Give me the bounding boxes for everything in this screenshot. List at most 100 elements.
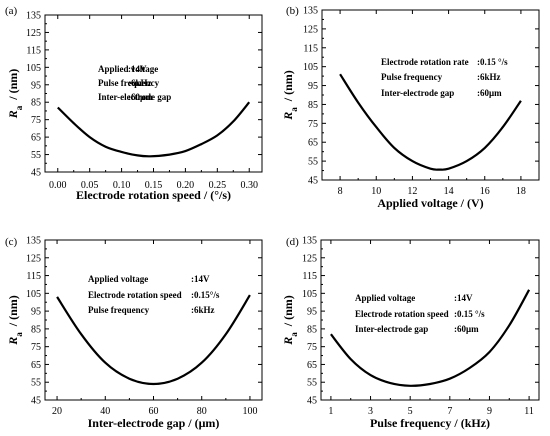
y-tick-label: 65 (31, 133, 41, 144)
annotation-value: :6kHz (128, 78, 152, 88)
annotation-value: :6kHz (191, 305, 215, 315)
y-tick-label: 115 (303, 43, 318, 54)
y-tick-label: 125 (26, 28, 41, 39)
x-tick-label: 0.05 (81, 180, 99, 191)
y-tick-label: 75 (308, 119, 318, 130)
x-axis-title: Electrode rotation speed / (°/s) (76, 188, 231, 202)
y-tick-label: 75 (31, 115, 41, 126)
y-tick-label: 45 (31, 168, 41, 179)
annotation-label: Electrode rotation rate (381, 57, 469, 67)
y-tick-label: 125 (302, 253, 317, 264)
chart-panel-3: (c) 45 55 65 75 85 95 105 115 125 135 20 40 60 80 100 In… (5, 236, 263, 430)
y-tick-label: 105 (26, 289, 41, 300)
annotation-label: Inter-electrode gap (355, 324, 428, 334)
y-axis-title: Ra/ (nm) (6, 69, 24, 120)
y-tick-label: 105 (303, 62, 318, 73)
x-tick-label: 0.30 (240, 180, 258, 191)
y-tick-label: 105 (302, 289, 317, 300)
annotation-label: Pulse frequency (88, 305, 150, 315)
y-tick-label: 105 (26, 63, 41, 74)
x-tick-label: 100 (242, 406, 257, 417)
y-tick-label: 55 (31, 378, 41, 389)
y-tick-label: 95 (308, 81, 318, 92)
x-tick-label: 60 (149, 406, 159, 417)
x-tick-label: 14 (444, 186, 454, 197)
y-tick-label: 95 (31, 307, 41, 318)
x-tick-label: 11 (524, 406, 534, 417)
series-line (330, 289, 531, 387)
y-axis-title: Ra/ (nm) (6, 295, 24, 346)
y-tick-label: 85 (307, 324, 317, 335)
y-tick-label: 55 (31, 150, 41, 161)
annotation-value: :0.15 °/s (454, 309, 485, 319)
y-tick-label: 45 (31, 396, 41, 407)
x-axis-title: Pulse frequency / (kHz) (370, 416, 490, 430)
y-tick-label: 115 (26, 45, 41, 56)
x-tick-label: 10 (371, 186, 381, 197)
annotation-value: :60μm (454, 324, 479, 334)
annotation-value: :60μm (128, 92, 153, 102)
x-tick-label: 80 (197, 406, 207, 417)
panel-label: (d) (286, 236, 299, 248)
y-tick-label: 45 (308, 176, 318, 187)
y-tick-label: 65 (31, 360, 41, 371)
annotation-label: Pulse frequency (381, 72, 443, 82)
x-tick-label: 0.00 (49, 180, 67, 191)
x-tick-label: 0.15 (145, 180, 163, 191)
plot-frame (44, 239, 263, 401)
x-tick-label: 3 (368, 406, 373, 417)
y-tick-label: 85 (308, 100, 318, 111)
x-tick-label: 18 (516, 186, 526, 197)
annotation-label: Inter-electrode gap (381, 88, 454, 98)
x-tick-label: 1 (328, 406, 333, 417)
y-tick-label: 135 (26, 236, 41, 247)
x-tick-label: 40 (100, 406, 110, 417)
panel-label: (c) (5, 236, 18, 248)
x-tick-label: 20 (52, 406, 62, 417)
y-tick-label: 75 (31, 342, 41, 353)
y-tick-label: 135 (302, 236, 317, 247)
annotation-label: Pulse frequency (98, 78, 160, 88)
x-tick-label: 8 (338, 186, 343, 197)
plot-frame (320, 239, 540, 401)
annotation-label: Electrode rotation speed (355, 309, 449, 319)
y-tick-label: 135 (303, 6, 318, 17)
y-tick-label: 115 (302, 271, 317, 282)
chart-panel-2: (b) 45 55 65 75 85 95 105 115 125 135 8 10 12 14 16 18 Ap… (281, 5, 540, 210)
y-tick-label: 65 (308, 138, 318, 149)
annotation-value: :14V (128, 64, 147, 74)
y-tick-label: 95 (307, 307, 317, 318)
annotation-label: Applied voltage (98, 64, 158, 74)
x-tick-label: 0.20 (177, 180, 195, 191)
y-tick-label: 55 (307, 378, 317, 389)
annotation-value: :0.15 °/s (477, 57, 508, 67)
x-axis-title: Applied voltage / (V) (377, 196, 483, 210)
annotation-value: :14V (191, 274, 210, 284)
annotation-label: Inter-electrode gap (98, 92, 171, 102)
annotation-value: :14V (454, 293, 473, 303)
panel-label: (b) (286, 5, 299, 17)
x-tick-label: 5 (408, 406, 413, 417)
y-tick-label: 95 (31, 80, 41, 91)
series-line (339, 73, 522, 171)
x-tick-label: 0.25 (209, 180, 227, 191)
annotation-value: :60μm (477, 88, 502, 98)
x-tick-label: 12 (407, 186, 417, 197)
y-tick-label: 125 (26, 253, 41, 264)
y-tick-label: 115 (26, 271, 41, 282)
annotation-label: Applied voltage (88, 274, 148, 284)
y-axis-title: Ra/ (nm) (281, 295, 299, 346)
x-tick-label: 0.10 (113, 180, 131, 191)
annotation-value: :6kHz (477, 72, 501, 82)
annotation-value: :0.15°/s (191, 290, 220, 300)
y-tick-label: 135 (26, 11, 41, 22)
x-axis-title: Inter-electrode gap / (μm) (88, 416, 220, 430)
annotation-label: Applied voltage (355, 293, 415, 303)
y-tick-label: 85 (31, 98, 41, 109)
x-tick-label: 7 (447, 406, 452, 417)
y-tick-label: 75 (307, 342, 317, 353)
y-axis-title: Ra/ (nm) (281, 70, 299, 121)
y-tick-label: 125 (303, 24, 318, 35)
